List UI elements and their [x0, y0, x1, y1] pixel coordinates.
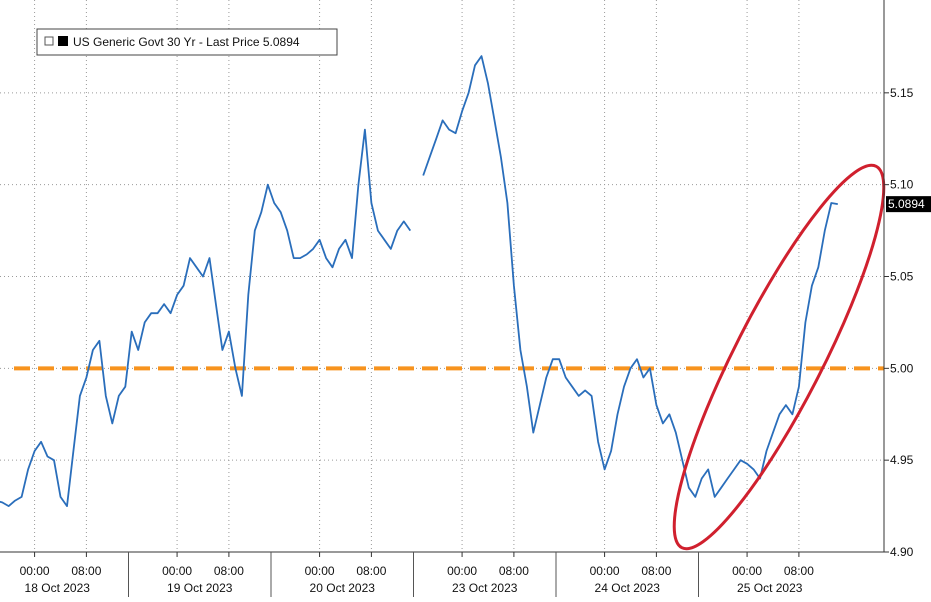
annotation-ellipse [672, 163, 886, 551]
x-group-label: 24 Oct 2023 [595, 581, 661, 595]
x-group-label: 19 Oct 2023 [167, 581, 233, 595]
legend: US Generic Govt 30 Yr - Last Price 5.089… [36, 28, 338, 56]
x-tick-label: 00:00 [732, 564, 762, 578]
x-tick-label: 00:00 [447, 564, 477, 578]
x-group-label: 20 Oct 2023 [310, 581, 376, 595]
legend-toggle [44, 36, 54, 46]
x-group-label: 25 Oct 2023 [737, 581, 803, 595]
x-group-label: 23 Oct 2023 [452, 581, 518, 595]
x-tick-label: 00:00 [162, 564, 192, 578]
y-tick-label: 5.15 [890, 86, 914, 100]
x-tick-label: 08:00 [71, 564, 101, 578]
x-tick-label: 00:00 [305, 564, 335, 578]
x-tick-label: 00:00 [590, 564, 620, 578]
last-price-label: 5.0894 [888, 197, 925, 211]
x-tick-label: 08:00 [784, 564, 814, 578]
y-tick-label: 5.05 [890, 270, 914, 284]
x-tick-label: 08:00 [641, 564, 671, 578]
y-tick-label: 5.00 [890, 361, 914, 375]
y-tick-label: 4.95 [890, 453, 914, 467]
x-tick-label: 08:00 [214, 564, 244, 578]
x-tick-label: 08:00 [356, 564, 386, 578]
series-line [0, 128, 412, 507]
series-line [422, 55, 838, 498]
x-tick-label: 08:00 [499, 564, 529, 578]
y-tick-label: 5.10 [890, 178, 914, 192]
legend-box [36, 28, 338, 56]
x-group-label: 18 Oct 2023 [25, 581, 91, 595]
legend-label: US Generic Govt 30 Yr - Last Price 5.089… [73, 35, 300, 49]
y-tick-label: 4.90 [890, 545, 914, 559]
x-tick-label: 00:00 [20, 564, 50, 578]
legend-swatch [58, 36, 68, 46]
last-price-tag [886, 196, 931, 213]
plot-area [0, 55, 886, 551]
